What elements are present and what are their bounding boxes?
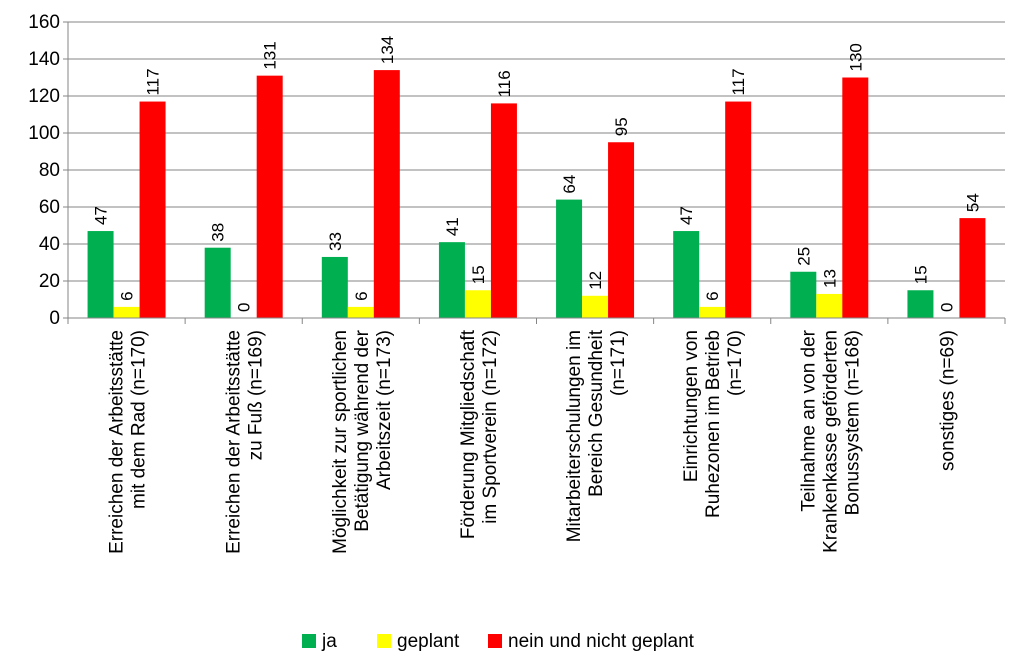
bar-geplant bbox=[347, 306, 374, 318]
category-label: Förderung Mitgliedschaft bbox=[458, 329, 479, 539]
data-label: 13 bbox=[820, 269, 839, 288]
data-label: 117 bbox=[729, 68, 748, 95]
bar-geplant bbox=[582, 295, 609, 318]
data-label: 41 bbox=[443, 217, 462, 236]
y-tick-label: 160 bbox=[28, 12, 60, 33]
y-tick-label: 20 bbox=[39, 271, 60, 292]
bar-geplant bbox=[113, 306, 140, 318]
category-label: Mitarbeiterschulungen im bbox=[564, 330, 585, 542]
category-label: sonstiges (n=69) bbox=[937, 330, 958, 471]
bar-nein-und-nicht-geplant bbox=[959, 218, 986, 318]
category-label: Teilnahme an von der bbox=[798, 329, 819, 511]
category-label: im Sportverein (n=172) bbox=[480, 330, 501, 524]
legend-label: geplant bbox=[397, 631, 460, 652]
bar-ja bbox=[87, 231, 114, 318]
category-label: (n=171) bbox=[608, 330, 629, 396]
legend-swatch bbox=[302, 634, 316, 648]
y-tick-label: 140 bbox=[28, 49, 60, 70]
data-label: 38 bbox=[209, 223, 228, 242]
category-label: Betätigung während der bbox=[352, 329, 373, 531]
data-label: 54 bbox=[963, 193, 982, 212]
y-tick-label: 40 bbox=[39, 234, 60, 255]
data-label: 6 bbox=[703, 291, 722, 300]
bars bbox=[87, 70, 986, 319]
category-label: mit dem Rad (n=170) bbox=[129, 330, 150, 509]
legend: ja geplant nein und nicht geplant bbox=[302, 631, 695, 652]
bar-nein-und-nicht-geplant bbox=[373, 70, 400, 318]
category-label: Arbeitszeit (n=173) bbox=[374, 330, 395, 490]
category-label: zu Fuß (n=169) bbox=[246, 330, 267, 460]
bar-nein-und-nicht-geplant bbox=[139, 101, 166, 318]
bar-ja bbox=[438, 242, 465, 318]
bar-geplant bbox=[464, 290, 491, 318]
y-tick-label: 80 bbox=[39, 160, 60, 181]
category-label: Bereich Gesundheit bbox=[586, 329, 607, 497]
bar-nein-und-nicht-geplant bbox=[725, 101, 752, 318]
category-label: Ruhezonen im Betrieb bbox=[703, 330, 724, 518]
bar-ja bbox=[790, 271, 817, 318]
data-label: 95 bbox=[612, 117, 631, 136]
y-tick-label: 60 bbox=[39, 197, 60, 218]
bar-nein-und-nicht-geplant bbox=[490, 103, 517, 319]
category-label: Erreichen der Arbeitsstätte bbox=[107, 330, 128, 554]
legend-label: nein und nicht geplant bbox=[508, 631, 695, 652]
y-tick-label: 0 bbox=[49, 308, 60, 329]
data-label: 64 bbox=[560, 175, 579, 194]
bar-nein-und-nicht-geplant bbox=[256, 75, 283, 319]
data-label: 15 bbox=[469, 265, 488, 284]
data-label: 0 bbox=[235, 303, 254, 312]
bar-ja bbox=[673, 231, 700, 318]
data-label: 0 bbox=[937, 303, 956, 312]
data-label: 130 bbox=[846, 43, 865, 71]
bar-geplant bbox=[816, 293, 843, 318]
data-label: 6 bbox=[352, 291, 371, 300]
bar-ja bbox=[204, 247, 231, 318]
axes bbox=[63, 21, 1006, 324]
y-tick-label: 120 bbox=[28, 86, 60, 107]
bar-ja bbox=[556, 199, 583, 318]
data-label: 117 bbox=[144, 68, 163, 95]
data-label: 33 bbox=[326, 232, 345, 251]
legend-swatch bbox=[377, 634, 391, 648]
data-label: 6 bbox=[118, 291, 137, 300]
legend-swatch bbox=[488, 634, 502, 648]
data-label: 47 bbox=[677, 206, 696, 225]
category-label: Bonussystem (n=168) bbox=[842, 330, 863, 515]
bar-geplant bbox=[699, 306, 726, 318]
data-label: 134 bbox=[378, 36, 397, 64]
y-tick-label: 100 bbox=[28, 123, 60, 144]
data-label: 131 bbox=[261, 41, 280, 69]
data-label: 25 bbox=[794, 247, 813, 266]
data-label: 12 bbox=[586, 271, 605, 290]
category-label: Krankenkasse geförderten bbox=[820, 330, 841, 553]
bar-nein-und-nicht-geplant bbox=[842, 77, 869, 318]
category-label: Möglichkeit zur sportlichen bbox=[330, 330, 351, 554]
bar-nein-und-nicht-geplant bbox=[608, 142, 635, 318]
data-label: 116 bbox=[495, 70, 514, 97]
category-label: Erreichen der Arbeitsstätte bbox=[224, 330, 245, 554]
bar-ja bbox=[907, 290, 934, 318]
data-label: 47 bbox=[92, 206, 111, 225]
data-label: 15 bbox=[911, 265, 930, 284]
bar-ja bbox=[321, 256, 348, 318]
category-label: Einrichtungen von bbox=[681, 330, 702, 482]
legend-label: ja bbox=[321, 631, 337, 652]
category-label: (n=170) bbox=[725, 330, 746, 396]
